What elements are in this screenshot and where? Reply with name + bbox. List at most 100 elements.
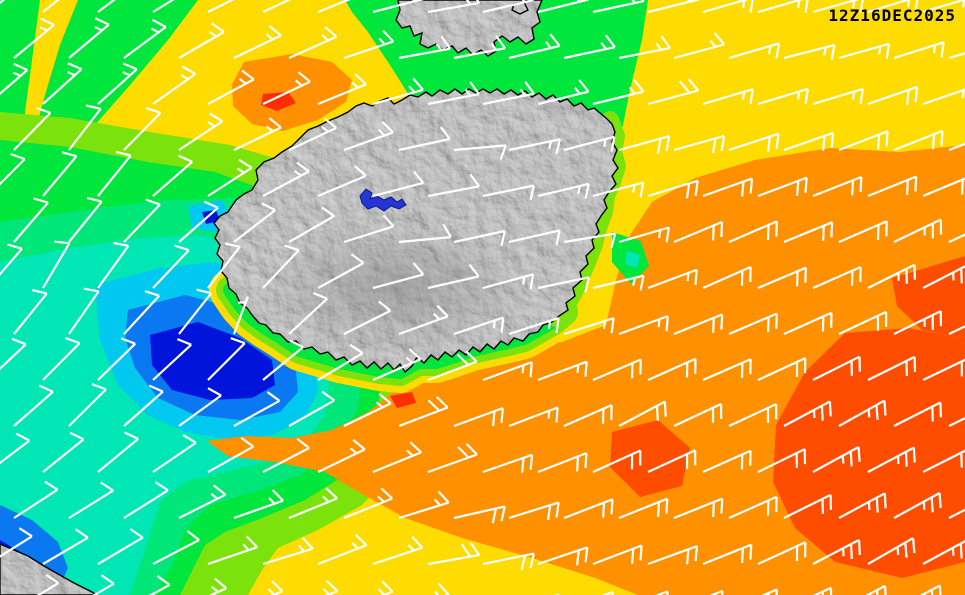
wind-barb: [922, 540, 965, 565]
wind-barb: [728, 403, 778, 427]
wind-barb: [812, 355, 861, 381]
wind-barb: [343, 300, 392, 335]
wind-barb: [702, 358, 752, 382]
wind-barb: [42, 151, 78, 197]
wind-barb: [398, 223, 452, 244]
wind-barb: [482, 453, 534, 474]
wind-barb: [42, 0, 60, 13]
wind-barb: [812, 446, 861, 473]
wind-barb: [13, 17, 55, 59]
wind-barb: [922, 177, 965, 198]
wind-barb: [152, 154, 193, 197]
wind-barb: [922, 449, 965, 473]
wind-barb: [673, 497, 724, 520]
redorange-bottom-right: [773, 328, 965, 578]
wind-barb: [262, 536, 314, 566]
wind-barb: [673, 32, 726, 60]
wind-barb: [757, 448, 807, 473]
wind-barb: [618, 135, 671, 154]
wind-barb: [867, 175, 918, 198]
wind-barb: [922, 0, 965, 14]
wind-barb: [317, 164, 367, 198]
wind-barb: [618, 400, 667, 427]
wind-barb: [728, 42, 780, 60]
wind-barb: [812, 175, 863, 198]
wind-barb: [482, 0, 534, 14]
wind-barb: [647, 357, 697, 382]
wind-barb: [812, 0, 864, 14]
wind-barb: [97, 241, 130, 289]
wind-barb: [372, 77, 424, 106]
wind-barb: [647, 179, 699, 199]
wind-barb: [709, 589, 724, 595]
wind-barb: [867, 446, 916, 473]
wind-barb: [592, 79, 645, 106]
wind-barb: [893, 492, 942, 519]
wind-barb: [728, 132, 780, 152]
wind-barb: [97, 337, 136, 381]
wind-barb: [233, 391, 281, 427]
wind-barb: [68, 383, 107, 427]
wind-barb: [322, 580, 339, 595]
wind-barb: [97, 528, 144, 565]
wind-barb: [812, 538, 861, 565]
wind-barb: [42, 62, 83, 105]
wind-barb: [207, 337, 246, 381]
wind-barb: [838, 130, 889, 152]
wind-barb: [919, 584, 942, 595]
wind-barb: [618, 226, 670, 244]
wind-barb: [563, 498, 614, 520]
wind-barb: [508, 229, 561, 246]
wind-barb: [92, 574, 115, 595]
wind-barb: [673, 134, 726, 154]
wind-barb: [728, 312, 778, 336]
wind-barb: [288, 26, 338, 60]
wind-barb: [0, 337, 27, 371]
wind-barb: [812, 87, 864, 106]
wind-barb: [343, 214, 395, 244]
wind-barb: [13, 384, 54, 427]
wind-barb: [123, 198, 161, 243]
wind-barb: [647, 268, 698, 290]
wind-barb: [262, 71, 311, 105]
wind-barb: [783, 221, 834, 244]
wind-barb: [0, 152, 26, 186]
wind-barb: [867, 85, 919, 106]
wind-barb: [13, 197, 49, 243]
wind-barb: [97, 150, 132, 197]
wind-barb: [948, 325, 965, 335]
wind-barb: [647, 449, 697, 473]
red-spot-nw: [261, 92, 296, 111]
wind-barb: [123, 290, 161, 335]
mountain-shading: [260, 220, 530, 356]
wind-barb: [288, 390, 335, 427]
wind-barb: [592, 544, 643, 566]
wind-barb: [537, 276, 590, 293]
wind-barb: [563, 232, 617, 249]
wind-barb: [13, 480, 59, 519]
wind-barb: [178, 22, 225, 59]
wind-barb: [123, 384, 164, 427]
wind-barb: [453, 35, 506, 60]
wind-barb: [178, 484, 227, 519]
wind-barb: [673, 403, 723, 427]
wind-barb: [537, 546, 589, 566]
wind-barb: [702, 0, 754, 14]
wind-barb: [427, 350, 478, 382]
wind-barb: [262, 438, 310, 473]
wind-barb: [728, 220, 778, 244]
wind-barb: [0, 243, 23, 276]
wind-barb: [563, 135, 616, 152]
wind-barb: [398, 126, 451, 152]
wind-barb: [563, 34, 616, 60]
wind-barb: [13, 106, 52, 151]
hainan-island-coastline: [213, 88, 619, 374]
wind-barb: [482, 361, 533, 382]
wind-barb: [398, 490, 450, 520]
wind-barb: [508, 138, 561, 155]
wind-barb: [152, 530, 200, 565]
wind-barb: [262, 339, 304, 381]
wind-barb: [453, 407, 504, 428]
wind-barb: [865, 584, 887, 595]
